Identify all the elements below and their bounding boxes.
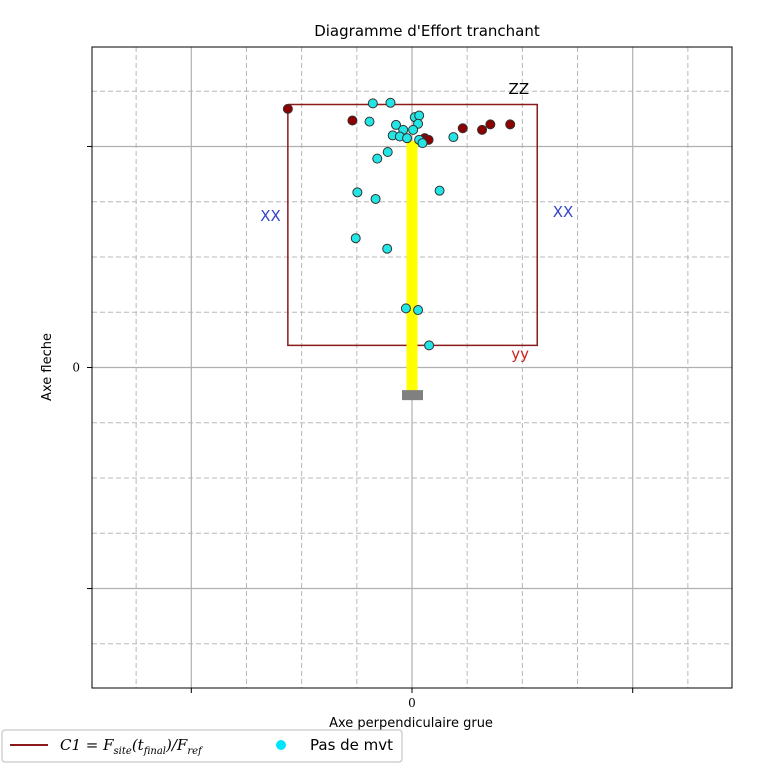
load-bar-group xyxy=(402,140,423,401)
annotation-label: XX xyxy=(260,207,281,225)
pas-de-mvt-point xyxy=(417,138,428,149)
base-marker xyxy=(402,390,423,401)
legend-box xyxy=(1,729,403,763)
annotations: ZZ XX XX yy xyxy=(260,80,573,363)
pas-de-mvt-point xyxy=(370,193,381,204)
legend-c1-label: C1 = Fsite(tfinal)/Fref xyxy=(60,736,204,757)
x-axis-label: Axe perpendiculaire grue xyxy=(329,716,493,731)
c1-point xyxy=(282,103,293,114)
legend-c1-lhs: C1 = F xyxy=(60,736,114,754)
pas-de-mvt-point xyxy=(372,153,383,164)
pas-de-mvt-point xyxy=(350,233,361,244)
pas-de-mvt-point xyxy=(414,110,425,121)
c1-point xyxy=(477,124,488,135)
pas-de-mvt-point xyxy=(408,124,419,135)
pas-de-mvt-point xyxy=(367,98,378,109)
legend-c1-sub-final: final xyxy=(143,746,166,757)
pas-de-mvt-point xyxy=(391,119,401,130)
pas-de-mvt-point xyxy=(413,305,424,316)
grid xyxy=(92,47,732,688)
y-tick-label: 0 xyxy=(72,361,80,375)
pas-de-mvt-point xyxy=(382,243,393,254)
c1-envelope-line xyxy=(287,103,538,347)
data-points xyxy=(282,97,516,351)
c1-point xyxy=(485,119,496,130)
x-tick-label: 0 xyxy=(408,696,416,710)
legend-pas-de-mvt-label: Pas de mvt xyxy=(310,736,393,754)
pas-de-mvt-point xyxy=(400,303,411,314)
pas-de-mvt-point xyxy=(402,133,413,144)
c1-point xyxy=(347,115,358,126)
pas-de-mvt-point xyxy=(364,116,375,127)
legend-pas-de-mvt-dot-icon xyxy=(276,740,286,750)
plot-frame xyxy=(91,46,733,689)
ticks: 00 xyxy=(72,145,634,710)
annotation-label: yy xyxy=(511,345,529,363)
pas-de-mvt-point xyxy=(352,187,363,198)
annotation-label: XX xyxy=(553,203,574,221)
annotation-label: ZZ xyxy=(509,80,530,98)
pas-de-mvt-point xyxy=(382,146,393,157)
load-bar xyxy=(406,140,418,396)
legend-c1-sub-ref: ref xyxy=(187,746,204,757)
c1-point xyxy=(505,119,516,130)
pas-de-mvt-point xyxy=(434,185,445,196)
c1-point xyxy=(457,123,468,134)
y-axis-label: Axe fleche xyxy=(40,333,55,401)
c1-envelope xyxy=(287,103,538,347)
pas-de-mvt-point xyxy=(448,132,459,143)
legend-c1-rhs: )/F xyxy=(165,736,188,754)
pas-de-mvt-point xyxy=(424,340,435,351)
pas-de-mvt-point xyxy=(385,97,396,108)
legend: C1 = Fsite(tfinal)/Fref Pas de mvt xyxy=(1,729,403,763)
legend-c1-mid: (t xyxy=(132,736,145,754)
chart-title: Diagramme d'Effort tranchant xyxy=(314,22,540,40)
legend-c1-sub-site: site xyxy=(114,746,132,757)
